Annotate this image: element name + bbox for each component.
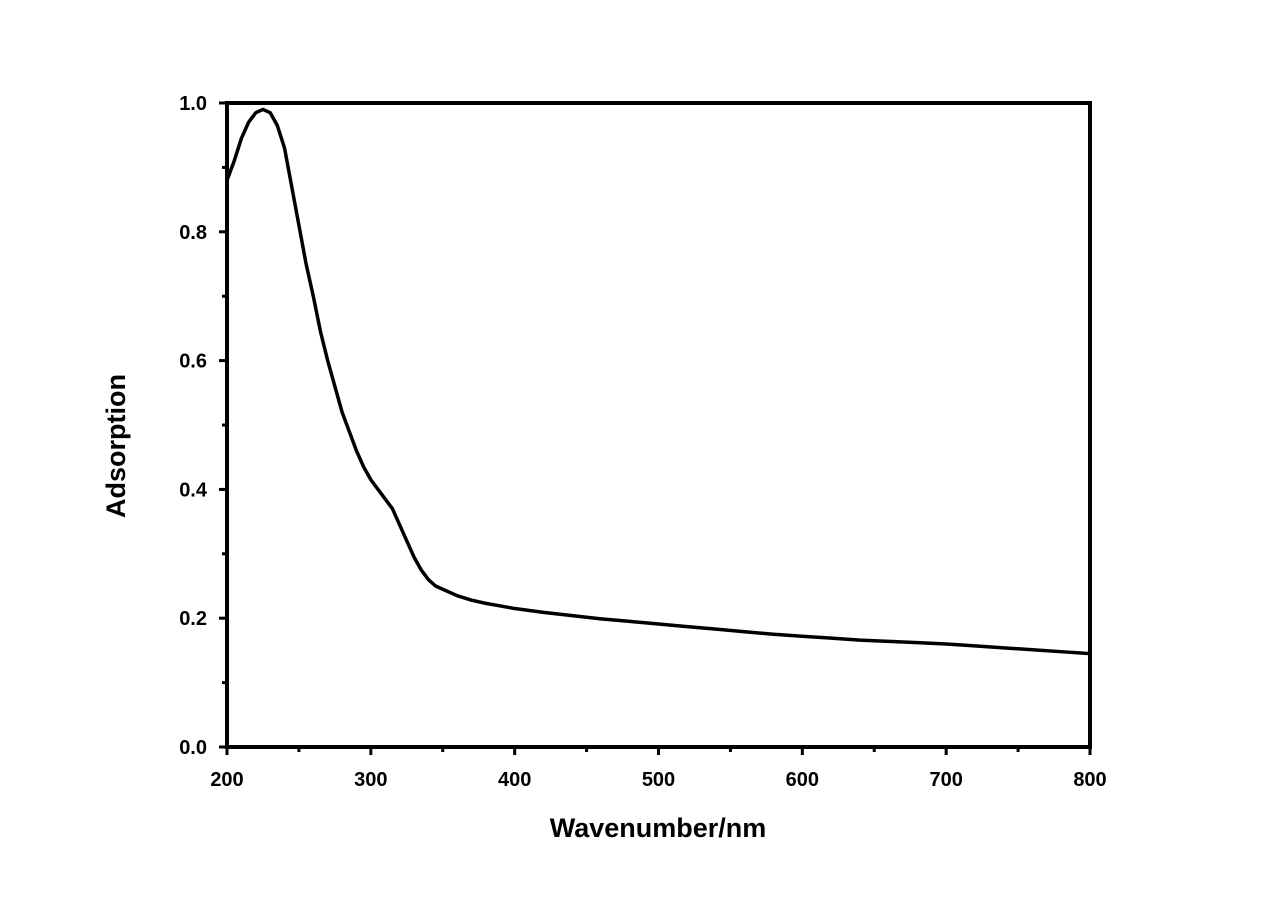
y-tick-label: 0.0 bbox=[179, 737, 207, 759]
x-tick-label: 300 bbox=[354, 769, 387, 791]
x-tick-label: 800 bbox=[1073, 769, 1106, 791]
y-tick-label: 0.4 bbox=[179, 479, 208, 501]
y-tick-label: 0.6 bbox=[179, 351, 207, 373]
y-tick-label: 1.0 bbox=[179, 93, 207, 115]
y-axis-title: Adsorption bbox=[101, 374, 131, 518]
plot-frame bbox=[225, 101, 1092, 749]
y-tick-label: 0.2 bbox=[179, 608, 207, 630]
x-tick-label: 200 bbox=[210, 769, 243, 791]
x-tick-label: 600 bbox=[786, 769, 819, 791]
x-tick-label: 700 bbox=[929, 769, 962, 791]
x-tick-label: 500 bbox=[642, 769, 675, 791]
x-axis-title: Wavenumber/nm bbox=[550, 813, 767, 843]
y-tick-label: 0.8 bbox=[179, 222, 207, 244]
tick-labels: 200 300 400 500 600 700 800 0.0 0.2 0.4 0.6 0.8 1.0 bbox=[179, 93, 1107, 791]
x-tick-label: 400 bbox=[498, 769, 531, 791]
series-line-absorption bbox=[225, 107, 1092, 656]
